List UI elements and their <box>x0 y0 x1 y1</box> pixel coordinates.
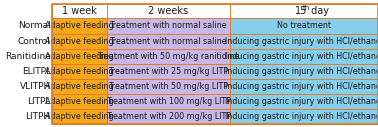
Bar <box>52 34 107 49</box>
Text: Normal: Normal <box>18 21 51 30</box>
Text: Ranitidine: Ranitidine <box>5 52 51 61</box>
Bar <box>107 4 229 18</box>
Text: LITPH: LITPH <box>26 112 51 121</box>
Bar <box>52 18 107 34</box>
Text: Inducing gastric injury with HCl/ethanol: Inducing gastric injury with HCl/ethanol <box>225 52 378 61</box>
Text: Treatment with 200 mg/kg LITP: Treatment with 200 mg/kg LITP <box>106 112 231 121</box>
Bar <box>52 49 107 64</box>
Text: Control: Control <box>18 37 51 46</box>
Text: LITPL: LITPL <box>27 97 51 106</box>
Text: Treatment with 100 mg/kg LITP: Treatment with 100 mg/kg LITP <box>106 97 231 106</box>
Text: Treatment with 25 mg/kg LITP: Treatment with 25 mg/kg LITP <box>108 67 228 76</box>
Text: Inducing gastric injury with HCl/ethanol: Inducing gastric injury with HCl/ethanol <box>225 97 378 106</box>
Text: No treatment: No treatment <box>277 21 331 30</box>
Text: Adaptive feeding: Adaptive feeding <box>45 21 114 30</box>
Bar <box>107 34 229 49</box>
Text: Adaptive feeding: Adaptive feeding <box>45 82 114 91</box>
Text: Treatment with 50 mg/kg LITP: Treatment with 50 mg/kg LITP <box>108 82 228 91</box>
Text: Treatment with normal saline: Treatment with normal saline <box>110 37 227 46</box>
Bar <box>229 18 378 34</box>
Bar <box>107 49 229 64</box>
Text: 2 weeks: 2 weeks <box>148 6 189 16</box>
Bar <box>107 109 229 124</box>
Text: 1 week: 1 week <box>62 6 97 16</box>
Text: 15: 15 <box>295 6 307 16</box>
Bar <box>52 94 107 109</box>
Text: ELITPL: ELITPL <box>22 67 51 76</box>
Bar <box>229 94 378 109</box>
Text: Inducing gastric injury with HCl/ethanol: Inducing gastric injury with HCl/ethanol <box>225 37 378 46</box>
Bar <box>107 94 229 109</box>
Text: Adaptive feeding: Adaptive feeding <box>45 112 114 121</box>
Bar <box>52 64 107 79</box>
Bar <box>229 109 378 124</box>
Text: Adaptive feeding: Adaptive feeding <box>45 67 114 76</box>
Bar <box>107 64 229 79</box>
Text: Treatment with normal saline: Treatment with normal saline <box>110 21 227 30</box>
Text: Inducing gastric injury with HCl/ethanol: Inducing gastric injury with HCl/ethanol <box>225 112 378 121</box>
Text: Inducing gastric injury with HCl/ethanol: Inducing gastric injury with HCl/ethanol <box>225 67 378 76</box>
Text: Adaptive feeding: Adaptive feeding <box>45 97 114 106</box>
Bar <box>52 4 107 18</box>
Bar <box>107 79 229 94</box>
Bar <box>52 109 107 124</box>
Text: Adaptive feeding: Adaptive feeding <box>45 52 114 61</box>
Text: Treatment with 50 mg/kg ranitidine: Treatment with 50 mg/kg ranitidine <box>97 52 240 61</box>
Bar <box>107 18 229 34</box>
Text: day: day <box>308 6 329 16</box>
Bar <box>52 79 107 94</box>
Bar <box>229 49 378 64</box>
Text: Adaptive feeding: Adaptive feeding <box>45 37 114 46</box>
Bar <box>229 64 378 79</box>
Bar <box>229 4 378 18</box>
Bar <box>229 79 378 94</box>
Bar <box>229 34 378 49</box>
Text: th: th <box>302 5 310 11</box>
Text: Inducing gastric injury with HCl/ethanol: Inducing gastric injury with HCl/ethanol <box>225 82 378 91</box>
Text: VLITPH: VLITPH <box>19 82 51 91</box>
